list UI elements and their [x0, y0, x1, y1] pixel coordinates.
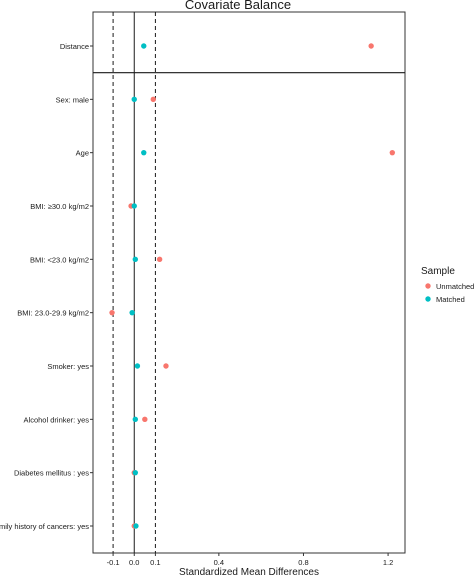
point-matched-2 [141, 149, 147, 156]
y-tick-label: Family history of cancers: yes [0, 522, 89, 531]
point-matched-0 [141, 43, 147, 49]
point-matched-1 [131, 96, 137, 103]
legend-marker-matched [425, 296, 431, 302]
point-unmatched-6 [163, 363, 169, 369]
x-axis: -0.1 0.0 0.1 0.4 0.8 1.2 [107, 553, 393, 567]
point-unmatched-4 [156, 256, 163, 263]
y-tick-label: BMI: <23.0 kg/m2 [30, 255, 89, 264]
y-tick-label: Distance [60, 42, 89, 51]
x-axis-label: Standardized Mean Differences [179, 567, 319, 577]
plot-panel-frame [92, 11, 406, 554]
point-matched-6 [134, 363, 141, 369]
y-tick-label: Alcohol drinker: yes [24, 415, 90, 424]
legend-items: Unmatched Matched [425, 282, 474, 304]
point-matched-4 [132, 256, 139, 263]
point-matched-5 [129, 309, 135, 316]
point-unmatched-0 [368, 43, 374, 49]
point-unmatched-7 [142, 416, 148, 423]
chart-title: Covariate Balance [185, 0, 291, 12]
reference-lines [112, 12, 156, 553]
legend-marker-unmatched [425, 283, 431, 289]
legend: Sample Unmatched Matched [421, 266, 474, 304]
point-matched-7 [132, 416, 139, 423]
x-tick-label: 0.8 [298, 558, 308, 567]
x-tick-label: -0.1 [107, 558, 120, 567]
point-matched-8 [132, 469, 139, 476]
y-tick-label: Sex: male [56, 95, 89, 104]
point-matched-9 [133, 523, 139, 529]
point-unmatched-2 [389, 149, 396, 156]
legend-label: Matched [436, 295, 465, 304]
x-tick-label: 0.0 [129, 558, 139, 567]
data-points [109, 43, 396, 529]
y-tick-label: BMI: 23.0-29.9 kg/m2 [17, 309, 89, 318]
y-tick-label: BMI: ≥30.0 kg/m2 [30, 202, 89, 211]
legend-label: Unmatched [436, 282, 474, 291]
y-tick-label: Smoker: yes [47, 362, 89, 371]
point-unmatched-5 [109, 309, 115, 316]
point-unmatched-1 [150, 96, 156, 103]
x-tick-label: 0.4 [214, 558, 224, 567]
y-tick-label: Diabetes mellitus : yes [14, 469, 89, 478]
legend-title: Sample [421, 266, 455, 277]
y-axis: Distance Sex: male Age BMI: ≥30.0 kg/m2 BMI:… [0, 42, 93, 531]
x-tick-label: 1.2 [383, 558, 393, 567]
x-tick-label: 0.1 [150, 558, 160, 567]
y-tick-label: Age [76, 149, 89, 158]
point-matched-3 [131, 203, 137, 209]
